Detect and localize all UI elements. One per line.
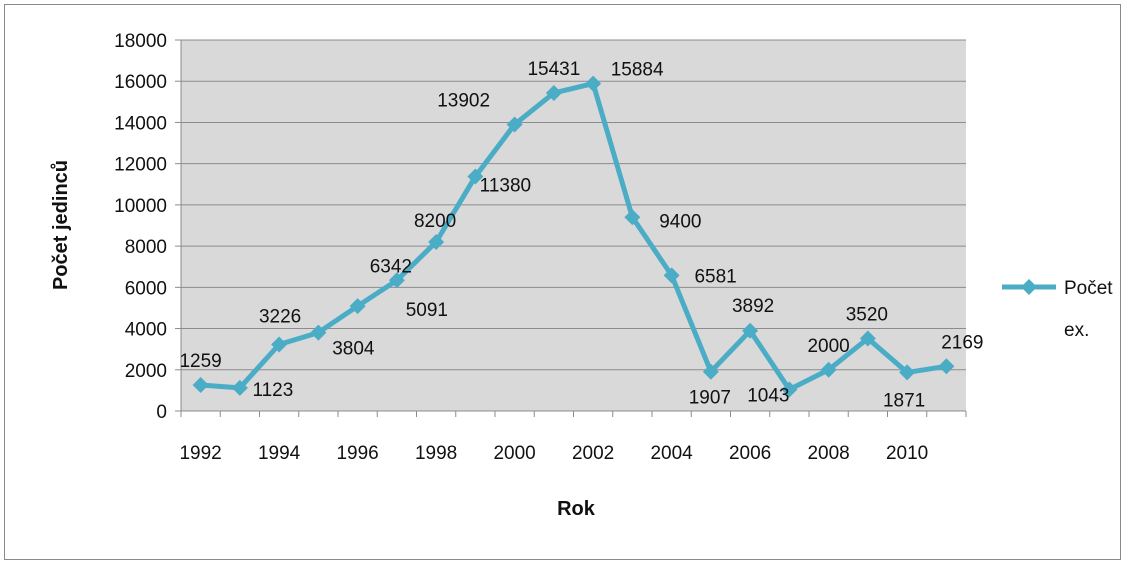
data-label: 3226 [259, 307, 301, 328]
data-label: 11380 [480, 175, 531, 196]
x-tick-label: 2008 [807, 443, 849, 464]
y-tick-label: 6000 [125, 278, 167, 299]
legend-label-line1: Počet [1064, 278, 1113, 299]
legend: Počet ex. [1002, 278, 1113, 341]
y-tick-label: 18000 [114, 31, 167, 52]
data-point-marker [428, 233, 445, 250]
data-label: 1259 [179, 351, 221, 372]
x-tick-label: 1994 [258, 443, 301, 464]
x-axis-title: Rok [557, 498, 596, 520]
data-point-marker [545, 84, 562, 101]
data-point-marker [231, 379, 248, 396]
data-label: 3892 [732, 296, 774, 317]
y-tick-label: 10000 [114, 196, 167, 217]
x-tick-label: 1992 [179, 443, 221, 464]
y-tick-label: 16000 [114, 72, 167, 93]
data-label: 2169 [941, 332, 983, 353]
data-label: 3804 [332, 339, 375, 360]
gridlines [181, 39, 966, 371]
x-tick-label: 2002 [572, 443, 614, 464]
series-group [192, 75, 955, 398]
y-tick-label: 2000 [125, 361, 167, 382]
data-point-marker [663, 267, 680, 284]
x-tick-label: 2000 [493, 443, 535, 464]
x-tick-label: 1998 [415, 443, 457, 464]
data-label: 3520 [846, 304, 888, 325]
data-point-marker [702, 363, 719, 380]
data-point-marker [585, 75, 602, 92]
y-tick-label: 14000 [114, 113, 167, 134]
data-point-marker [192, 377, 209, 394]
data-label: 1123 [252, 380, 293, 401]
plot-area [181, 40, 966, 411]
data-label: 1907 [689, 388, 731, 409]
data-label: 8200 [414, 211, 456, 232]
data-label: 5091 [406, 300, 448, 321]
y-tick-label: 4000 [125, 320, 167, 341]
data-label: 2000 [807, 336, 849, 357]
axes [175, 39, 967, 417]
data-point-marker [467, 168, 484, 185]
legend-label-line2: ex. [1064, 320, 1089, 341]
data-label: 15431 [527, 59, 580, 80]
y-axis-ticks: 0 2000 4000 6000 8000 10000 12000 14000 16000 180… [114, 31, 167, 423]
x-axis-ticks: 1992 1994 1996 1998 2000 2002 2004 2006 2008 2010 [179, 443, 928, 464]
data-label: 6342 [370, 256, 412, 277]
data-point-marker [820, 361, 837, 378]
data-point-marker [506, 116, 523, 133]
series-line [200, 81, 947, 393]
x-tick-label: 2004 [650, 443, 693, 464]
y-axis-title: Počet jedinců [50, 160, 72, 290]
y-tick-label: 0 [156, 402, 167, 423]
y-tick-label: 8000 [125, 237, 167, 258]
data-label: 9400 [659, 211, 701, 232]
data-point-marker [859, 330, 876, 347]
data-point-marker [310, 324, 327, 341]
data-point-marker [781, 381, 798, 398]
data-labels: 1259 1123 3226 3804 6342 8200 11380 13902 15431 1… [179, 59, 983, 411]
data-point-marker [388, 272, 405, 289]
x-tick-label: 2010 [886, 443, 928, 464]
data-point-marker [742, 322, 759, 339]
legend-marker [1021, 279, 1037, 295]
data-label: 13902 [437, 90, 490, 111]
data-label: 6581 [694, 266, 736, 287]
data-point-marker [899, 364, 916, 381]
data-point-marker [271, 336, 288, 353]
data-point-marker [938, 358, 955, 375]
data-point-marker [624, 209, 641, 226]
data-label: 1043 [747, 386, 789, 407]
data-label: 15884 [611, 60, 664, 81]
x-tick-label: 2006 [729, 443, 771, 464]
data-point-marker [349, 298, 366, 315]
y-tick-label: 12000 [114, 155, 167, 176]
data-label: 1871 [883, 390, 925, 411]
x-tick-label: 1996 [336, 443, 378, 464]
